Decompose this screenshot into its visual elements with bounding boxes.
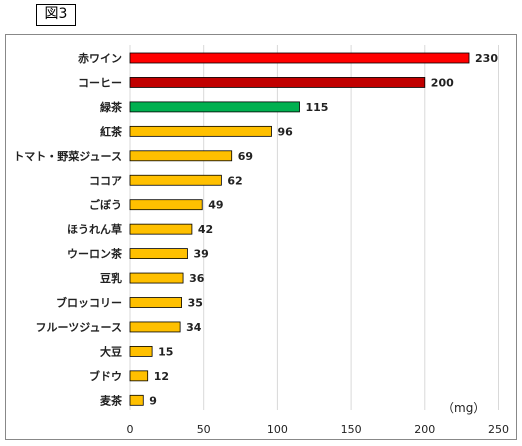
bar	[129, 248, 188, 260]
value-label: 9	[149, 394, 157, 407]
bar	[129, 150, 233, 162]
bar	[129, 125, 272, 137]
value-label: 42	[198, 223, 213, 236]
bar	[129, 77, 426, 88]
category-label: ごぼう	[89, 198, 122, 212]
bar	[129, 223, 193, 235]
category-labels: 赤ワインコーヒー緑茶紅茶トマト・野菜ジュースココアごぼうほうれん草ウーロン茶豆乳…	[13, 51, 123, 407]
category-label: ウーロン茶	[67, 247, 123, 261]
category-label: ブドウ	[89, 369, 122, 383]
bar	[129, 101, 300, 113]
x-tick-label: 250	[488, 423, 509, 436]
value-label: 200	[431, 76, 454, 89]
value-label: 49	[208, 199, 223, 212]
category-label: ほうれん草	[67, 222, 122, 236]
category-label: フルーツジュース	[36, 321, 122, 334]
x-tick-label: 150	[341, 423, 362, 436]
category-label: ブロッコリー	[56, 296, 122, 310]
bar	[129, 297, 182, 308]
x-tick-label: 100	[267, 423, 288, 436]
bar	[129, 199, 203, 211]
bar	[129, 174, 222, 186]
value-labels: 230 200 115 96 69 62 49 42 39 36 35 34 15 12 9	[149, 52, 498, 407]
unit-label: （mg）	[442, 401, 485, 415]
value-label: 115	[306, 101, 329, 114]
bars	[129, 52, 470, 406]
value-label: 36	[189, 272, 205, 285]
bar	[129, 52, 470, 64]
category-label: ココア	[89, 174, 122, 187]
x-tick-label: 200	[414, 423, 435, 436]
category-label: 紅茶	[100, 124, 123, 138]
category-label: コーヒー	[78, 76, 122, 89]
value-label: 69	[238, 150, 253, 163]
category-label: 緑茶	[100, 100, 123, 114]
category-label: 赤ワイン	[78, 51, 122, 65]
value-label: 62	[227, 174, 242, 187]
x-axis-ticks: 0 50 100 150 200 250	[127, 423, 510, 436]
value-label: 35	[188, 297, 203, 310]
bar	[129, 394, 144, 406]
category-label: トマト・野菜ジュース	[13, 149, 122, 163]
category-label: 大豆	[100, 344, 122, 358]
category-label: 豆乳	[100, 271, 122, 285]
bar	[129, 370, 149, 382]
bar	[129, 321, 181, 333]
figure-label: 図3	[36, 4, 76, 26]
value-label: 96	[278, 125, 294, 138]
category-label: 麦茶	[100, 393, 123, 407]
bar	[129, 272, 184, 284]
x-tick-label: 0	[127, 423, 134, 436]
value-label: 12	[154, 370, 169, 383]
value-label: 39	[193, 248, 208, 261]
bar	[129, 345, 153, 357]
value-label: 230	[475, 52, 498, 65]
x-tick-label: 50	[197, 423, 211, 436]
value-label: 15	[158, 345, 173, 358]
value-label: 34	[186, 321, 202, 334]
